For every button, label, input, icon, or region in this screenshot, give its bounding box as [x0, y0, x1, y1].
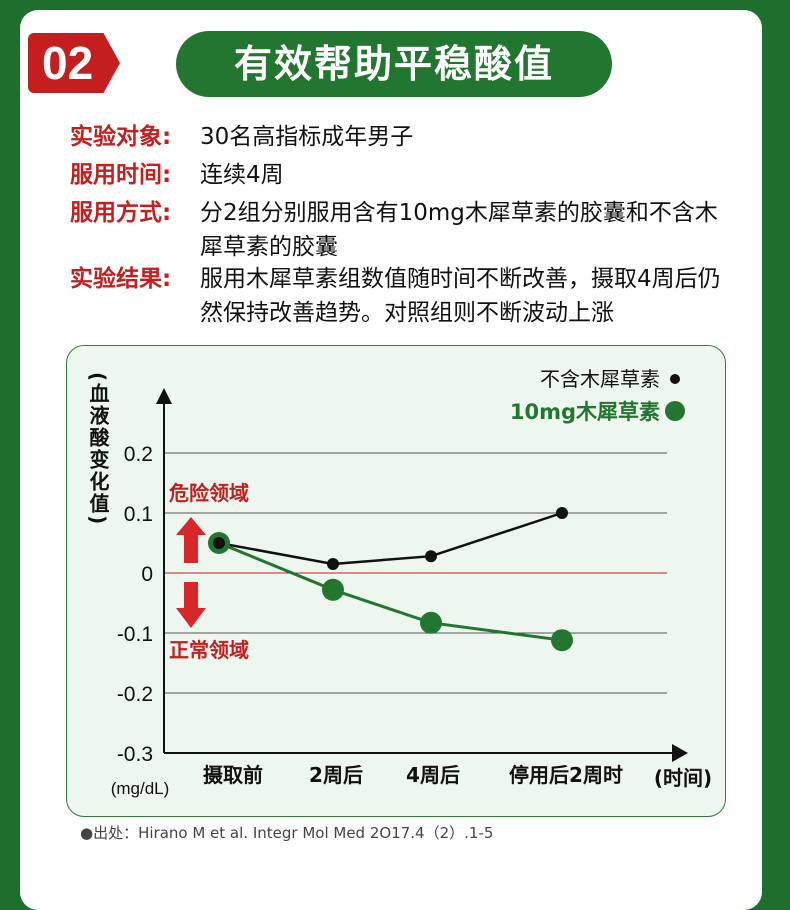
info-key: 实验对象: — [70, 124, 172, 150]
x-tick-label: 停用后2周时 — [509, 763, 623, 787]
info-row-result: 实验结果: 服用木犀草素组数值随时间不断改善，摄取4周后仍然保持改善趋势。对照组则… — [70, 262, 760, 330]
source-citation: ●出处：Hirano M et al. Integr Mol Med 2O17.… — [80, 824, 494, 842]
info-row-duration: 服用时间: 连续4周 — [70, 158, 760, 192]
x-axis-arrow — [672, 744, 688, 762]
y-tick-label: 0.2 — [124, 443, 153, 466]
info-row-method: 服用方式: 分2组分别服用含有10mg木犀草素的胶囊和不含木犀草素的胶囊 — [70, 196, 760, 264]
x-tick-label: 2周后 — [309, 763, 363, 787]
legend-label-control: 不含木犀草素 — [540, 367, 660, 391]
arrow-up-icon — [176, 517, 206, 563]
info-value: 30名高指标成年男子 — [200, 124, 414, 150]
y-tick-label: -0.2 — [117, 683, 153, 706]
y-tick-label: 0 — [141, 563, 153, 586]
x-axis-label: (时间) — [654, 766, 712, 790]
x-tick-label: 4周后 — [406, 763, 460, 787]
data-point-control — [213, 537, 225, 549]
section-number-badge: 02 — [28, 33, 120, 93]
y-tick-label: 0.1 — [124, 503, 153, 526]
y-axis-label: (血液酸变化值) — [86, 372, 110, 526]
normal-zone-label: 正常领域 — [169, 638, 249, 662]
legend-label-luteolin: 10mg木犀草素 — [510, 400, 660, 424]
legend-marker-control — [670, 374, 680, 384]
info-row-subject: 实验对象: 30名高指标成年男子 — [70, 120, 760, 154]
y-axis-arrow — [156, 388, 172, 404]
axes — [156, 388, 688, 762]
legend: 不含木犀草素 10mg木犀草素 — [510, 367, 685, 424]
info-value: 连续4周 — [200, 162, 284, 188]
line-chart: 0.2 0.1 0 -0.1 -0.2 -0.3 (血液酸变化值) (mg/dL) 摄取前 2周… — [86, 367, 712, 798]
chart-container — [66, 345, 726, 817]
series-lines — [208, 507, 573, 652]
y-tick-label: -0.1 — [117, 623, 153, 646]
info-key: 服用时间: — [70, 162, 172, 188]
danger-zone-label: 危险领域 — [169, 481, 249, 505]
y-tick-label: -0.3 — [117, 743, 153, 766]
data-point-luteolin — [551, 629, 573, 652]
grid-lines — [164, 452, 667, 694]
info-key: 服用方式: — [70, 200, 172, 226]
data-point-luteolin — [420, 611, 442, 634]
info-value: 服用木犀草素组数值随时间不断改善，摄取4周后仍然保持改善趋势。对照组则不断波动上… — [200, 266, 721, 326]
info-value: 分2组分别服用含有10mg木犀草素的胶囊和不含木犀草素的胶囊 — [200, 200, 718, 260]
x-tick-label: 摄取前 — [203, 763, 263, 787]
data-point-luteolin — [322, 578, 344, 601]
data-point-control — [425, 550, 437, 563]
legend-marker-luteolin — [665, 401, 685, 421]
arrow-down-icon — [176, 582, 206, 628]
info-key: 实验结果: — [70, 266, 172, 292]
y-tick-labels: 0.2 0.1 0 -0.1 -0.2 -0.3 (血液酸变化值) (mg/dL) — [86, 372, 169, 798]
data-point-control — [556, 507, 568, 519]
x-tick-labels: 摄取前 2周后 4周后 停用后2周时 (时间) — [203, 763, 712, 790]
y-axis-unit: (mg/dL) — [111, 779, 170, 798]
series-line-luteolin — [218, 541, 563, 642]
data-point-control — [327, 558, 339, 570]
page-title: 有效帮助平稳酸值 — [176, 31, 612, 97]
series-line-control — [218, 511, 563, 566]
